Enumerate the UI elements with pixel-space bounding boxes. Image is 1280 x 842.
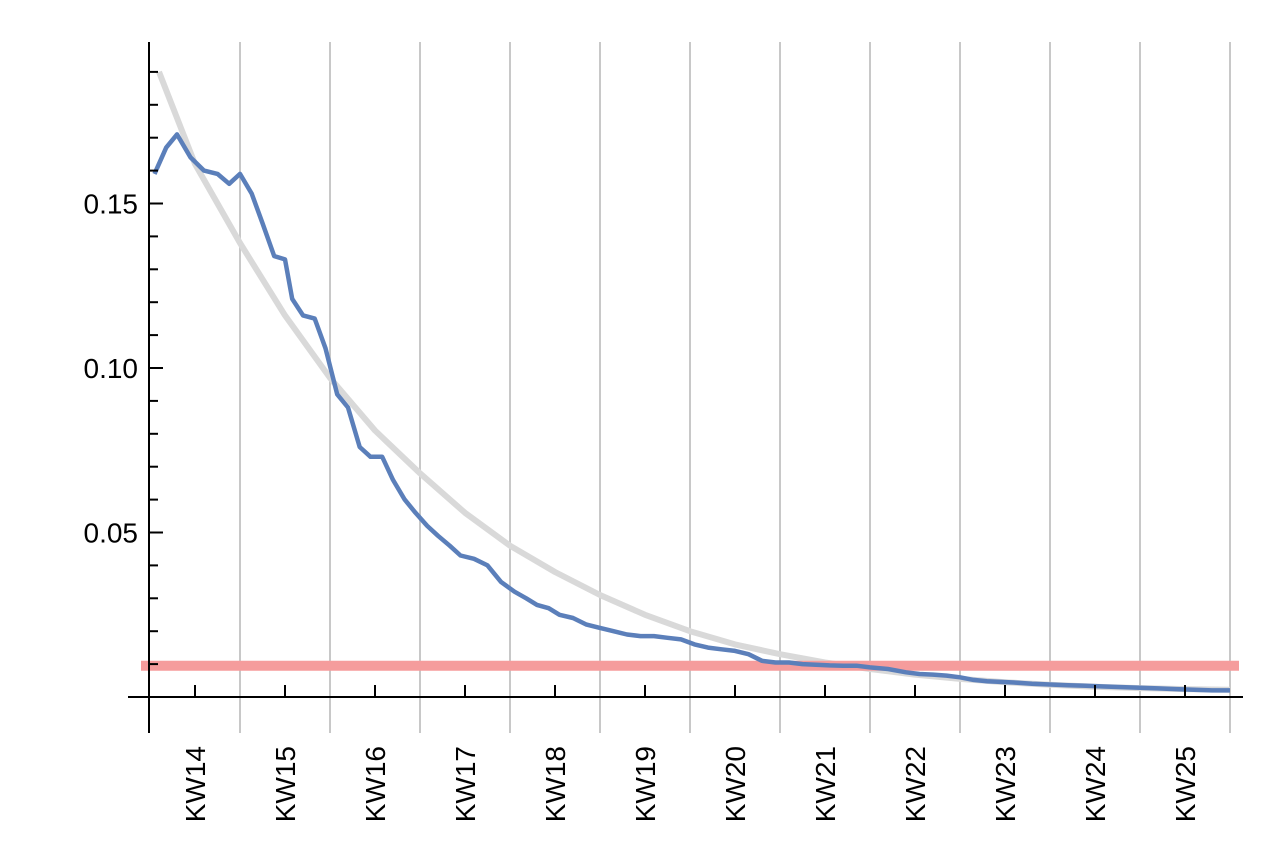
observed-series-line bbox=[152, 132, 1230, 693]
x-tick-label: KW14 bbox=[180, 746, 211, 822]
x-tick-label: KW21 bbox=[810, 746, 841, 822]
x-tick-label: KW22 bbox=[900, 746, 931, 822]
y-ticks: 0.05 0.10 0.15 bbox=[84, 70, 163, 666]
series-layer bbox=[141, 70, 1239, 693]
axis-layer bbox=[128, 42, 1243, 733]
y-tick-label: 0.05 bbox=[84, 518, 139, 549]
x-tick-label: KW20 bbox=[720, 746, 751, 822]
grid-layer bbox=[239, 42, 1231, 733]
x-tick-label: KW25 bbox=[1170, 746, 1201, 822]
x-tick-label: KW16 bbox=[360, 746, 391, 822]
y-tick-label: 0.15 bbox=[84, 189, 139, 220]
x-tick-label: KW18 bbox=[540, 746, 571, 822]
y-tick-label: 0.10 bbox=[84, 353, 139, 384]
x-tick-label: KW17 bbox=[450, 746, 481, 822]
fit-series-line bbox=[156, 70, 1231, 693]
x-ticks: KW14 KW15 KW16 KW17 KW18 KW19 KW20 KW21 KW22 KW23… bbox=[180, 685, 1201, 822]
x-tick-label: KW24 bbox=[1080, 746, 1111, 822]
x-tick-label: KW23 bbox=[990, 746, 1021, 822]
x-tick-label: KW19 bbox=[630, 746, 661, 822]
x-tick-label: KW15 bbox=[270, 746, 301, 822]
